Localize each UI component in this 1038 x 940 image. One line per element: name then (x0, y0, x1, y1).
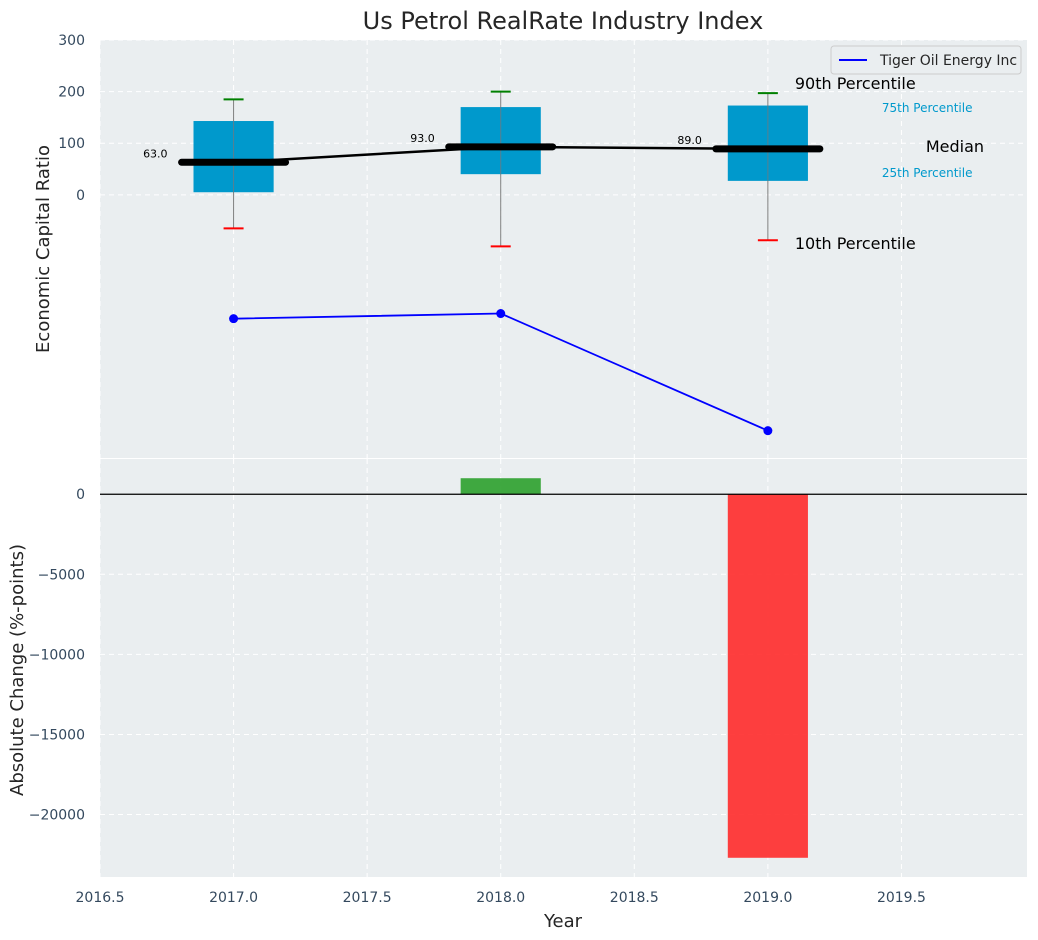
company-series-point (229, 314, 239, 324)
top-y-tick-label: 0 (76, 188, 85, 204)
x-tick-label: 2018.5 (610, 890, 659, 906)
top-panel: 0 100 200 300 63.0 93.0 89.0 90th Percentile 75t… (58, 33, 1027, 458)
company-series-point (496, 309, 506, 319)
median-value-label: 93.0 (410, 132, 435, 145)
median-annotation: Median (926, 137, 984, 156)
median-value-label: 89.0 (677, 134, 702, 147)
company-series-point (763, 426, 773, 436)
x-axis-label: Year (543, 911, 583, 932)
x-tick-label: 2019.0 (743, 890, 792, 906)
legend-box (830, 45, 1022, 75)
p10-annotation: 10th Percentile (795, 234, 916, 253)
top-y-tick-label: 200 (58, 85, 85, 101)
p75-annotation: 75th Percentile (882, 101, 973, 115)
bottom-y-tick-label: −20000 (29, 808, 85, 824)
chart-title: Us Petrol RealRate Industry Index (363, 7, 764, 35)
bottom-y-tick-label: 0 (76, 487, 85, 503)
bottom-y-tick-label: −15000 (29, 727, 85, 743)
bottom-panel: 0 −5000 −10000 −15000 −20000 2016.5 2017.0 2017… (29, 459, 1027, 906)
x-tick-label: 2017.0 (209, 890, 258, 906)
bottom-ylabel: Absolute Change (%-points) (7, 544, 28, 796)
x-tick-label: 2018.0 (476, 890, 525, 906)
change-bar (727, 494, 808, 858)
top-y-tick-label: 100 (58, 136, 85, 152)
median-value-label: 63.0 (143, 147, 168, 160)
bottom-plot-area (100, 459, 1027, 877)
x-tick-label: 2016.5 (76, 890, 125, 906)
top-ylabel: Economic Capital Ratio (33, 145, 54, 353)
legend: Tiger Oil Energy Inc (830, 45, 1022, 75)
top-y-tick-label: 300 (58, 33, 85, 49)
p90-annotation: 90th Percentile (795, 74, 916, 93)
top-plot-area (100, 40, 1027, 458)
legend-label: Tiger Oil Energy Inc (879, 53, 1017, 69)
x-tick-label: 2017.5 (343, 890, 392, 906)
bottom-y-tick-label: −5000 (38, 567, 85, 583)
bottom-y-tick-label: −10000 (29, 647, 85, 663)
p25-annotation: 25th Percentile (882, 166, 973, 180)
x-tick-label: 2019.5 (877, 890, 926, 906)
change-bar (460, 478, 541, 495)
